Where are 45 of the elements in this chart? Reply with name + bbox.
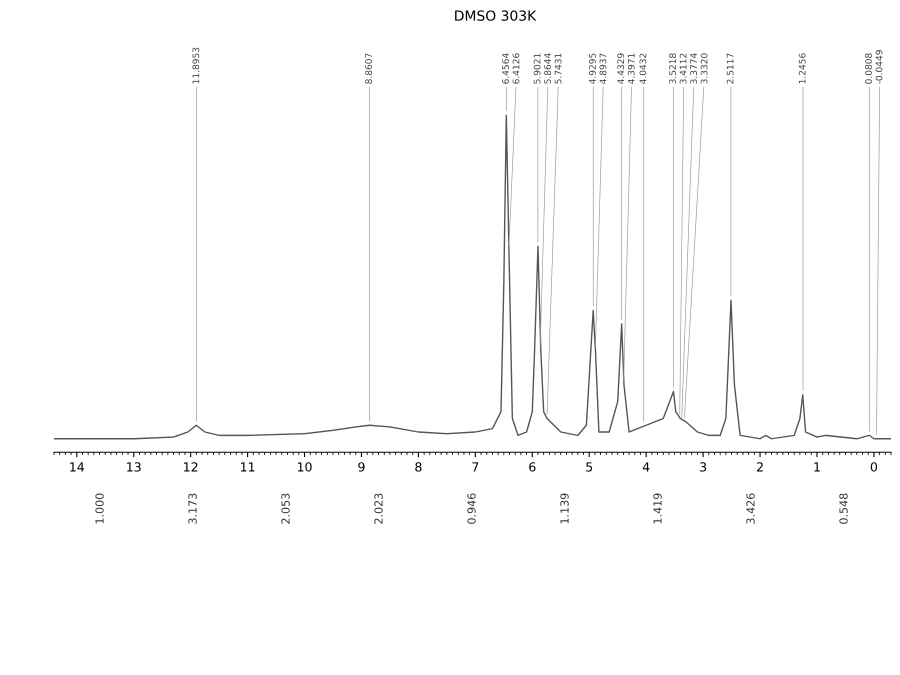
annotation: 3.5218 — [669, 53, 676, 84]
x-tick-label: 13 — [127, 462, 141, 472]
x-tick-label: 8 — [415, 462, 422, 472]
x-tick-label: 11 — [241, 462, 254, 472]
annotation: 4.0432 — [639, 54, 646, 84]
text: 0.548 — [839, 494, 848, 524]
annotation: -0.0449 — [876, 50, 882, 84]
annotation: 5.8644 — [544, 53, 551, 84]
x-tick-label: 6 — [529, 462, 536, 472]
x-tick-label: 4 — [642, 462, 650, 472]
text: 1.139 — [560, 494, 569, 524]
annotation: 6.4564 — [502, 53, 509, 84]
text: 2.023 — [374, 494, 383, 524]
x-tick-label: 5 — [586, 462, 592, 472]
annotation: 5.9021 — [534, 54, 540, 84]
x-tick-label: 3 — [700, 462, 706, 472]
x-tick-label: 2 — [756, 462, 763, 472]
annotation: 0.0808 — [865, 53, 872, 84]
annotation: 1.2456 — [798, 53, 806, 84]
text: 1.419 — [653, 494, 662, 524]
x-tick-label: 0 — [870, 462, 878, 472]
chart-title: DMSO 303K — [455, 10, 537, 21]
x-tick-label: 12 — [184, 462, 198, 472]
text: 1.000 — [95, 493, 104, 524]
x-tick-label: 10 — [298, 462, 312, 472]
text: 3.426 — [746, 493, 755, 524]
annotation: 5.7431 — [554, 54, 562, 84]
annotation: 4.8937 — [600, 54, 606, 84]
annotation: 4.9295 — [589, 54, 596, 84]
x-tick-label: 9 — [358, 462, 365, 472]
annotation: 11.8953 — [192, 48, 200, 84]
annotation: 4.4329 — [617, 53, 624, 84]
annotation: 6.4126 — [512, 53, 520, 84]
annotation: 3.3320 — [700, 53, 708, 84]
annotation: 2.5117 — [726, 54, 734, 84]
annotation: 8.8607 — [365, 54, 372, 84]
annotation: 3.4112 — [680, 54, 687, 84]
text: 0.946 — [467, 493, 476, 524]
x-tick-label: 14 — [70, 462, 84, 472]
text: 2.053 — [281, 494, 290, 524]
x-tick-label: 7 — [472, 462, 478, 472]
annotation: 3.3774 — [690, 53, 698, 84]
text: 3.173 — [188, 494, 197, 524]
annotation: 4.3971 — [628, 54, 635, 84]
x-tick-label: 1 — [814, 462, 820, 472]
